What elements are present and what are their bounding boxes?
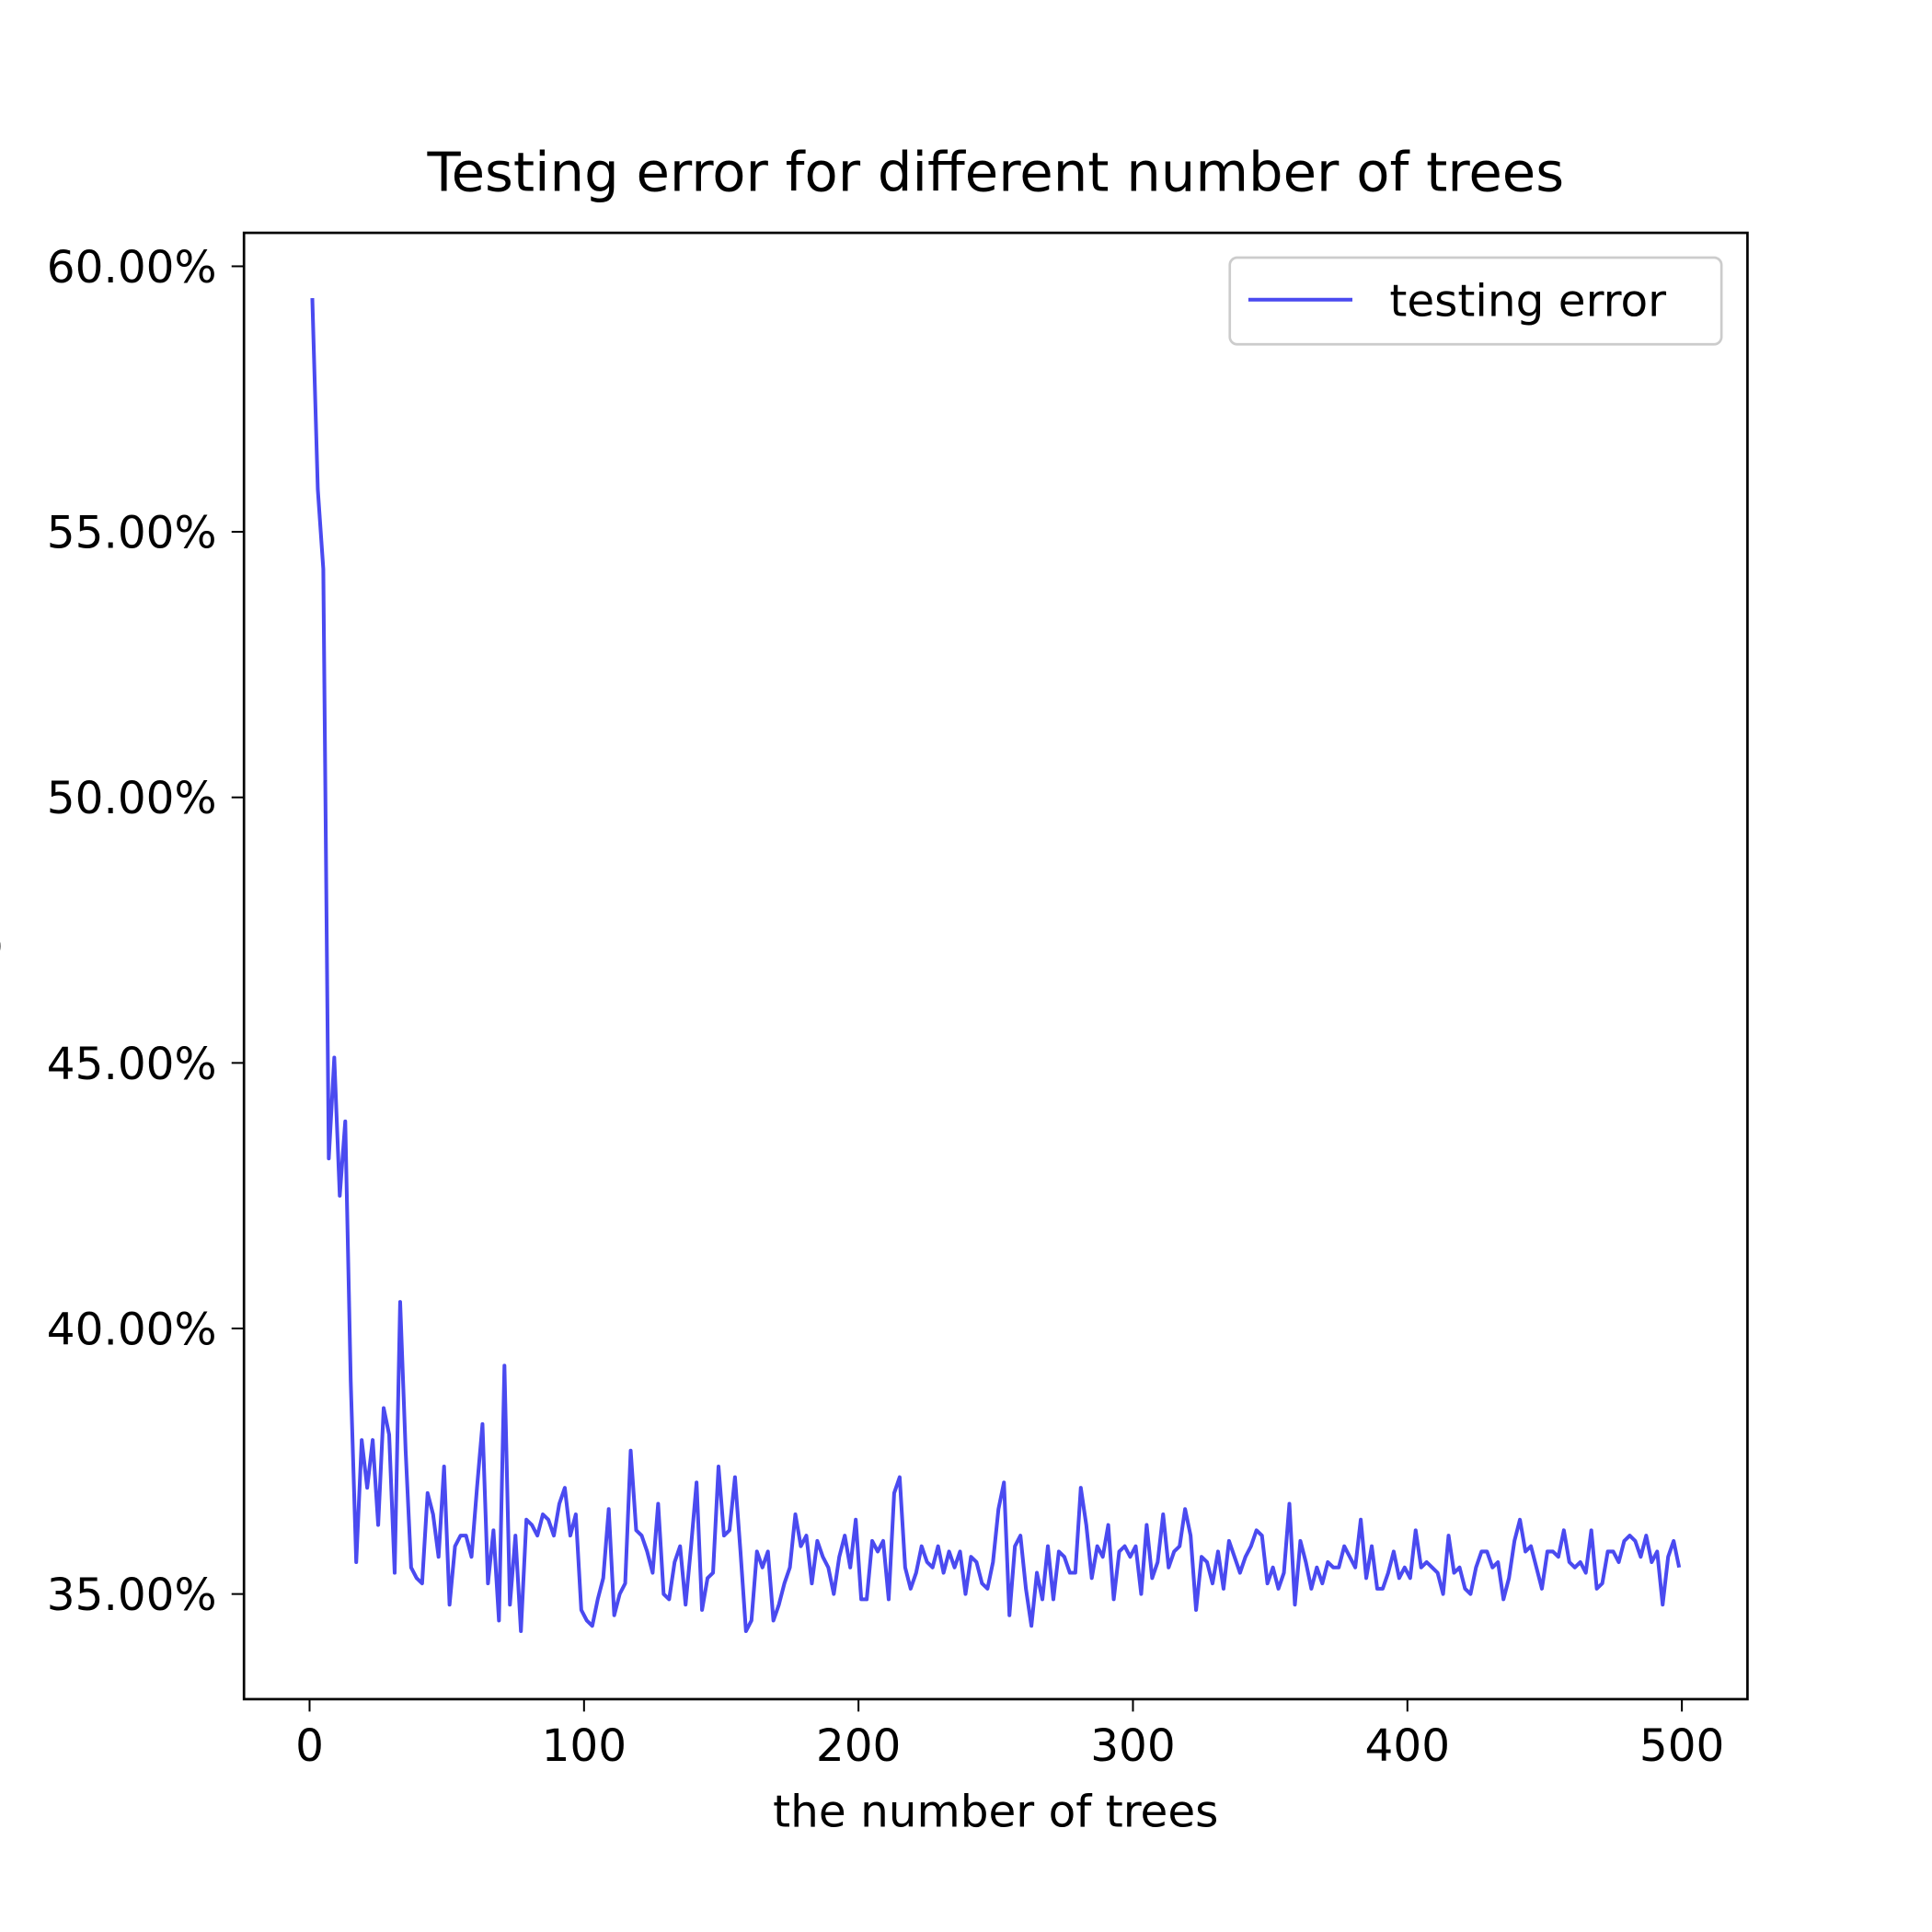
- x-tick-label: 500: [1639, 1720, 1724, 1772]
- y-tick-label: 35.00%: [47, 1570, 217, 1621]
- y-tick-label: 60.00%: [47, 242, 217, 293]
- x-axis-label: the number of trees: [773, 1787, 1218, 1838]
- x-tick-label: 300: [1090, 1720, 1175, 1772]
- y-tick-label: 40.00%: [47, 1304, 217, 1355]
- x-tick-label: 100: [542, 1720, 627, 1772]
- x-tick-label: 400: [1365, 1720, 1450, 1772]
- legend-box: [1228, 256, 1723, 346]
- data-line: [310, 298, 1682, 1634]
- y-axis-label: RMSE: [0, 903, 11, 1029]
- legend-label: testing error: [1389, 275, 1666, 327]
- y-tick-label: 50.00%: [47, 773, 217, 824]
- x-tick-label: 0: [295, 1720, 324, 1772]
- y-tick-label: 45.00%: [47, 1039, 217, 1090]
- x-tick-label: 200: [816, 1720, 901, 1772]
- y-tick-label: 55.00%: [47, 508, 217, 559]
- plot-frame: [242, 231, 1749, 1701]
- chart-title: Testing error for different number of tr…: [426, 140, 1564, 203]
